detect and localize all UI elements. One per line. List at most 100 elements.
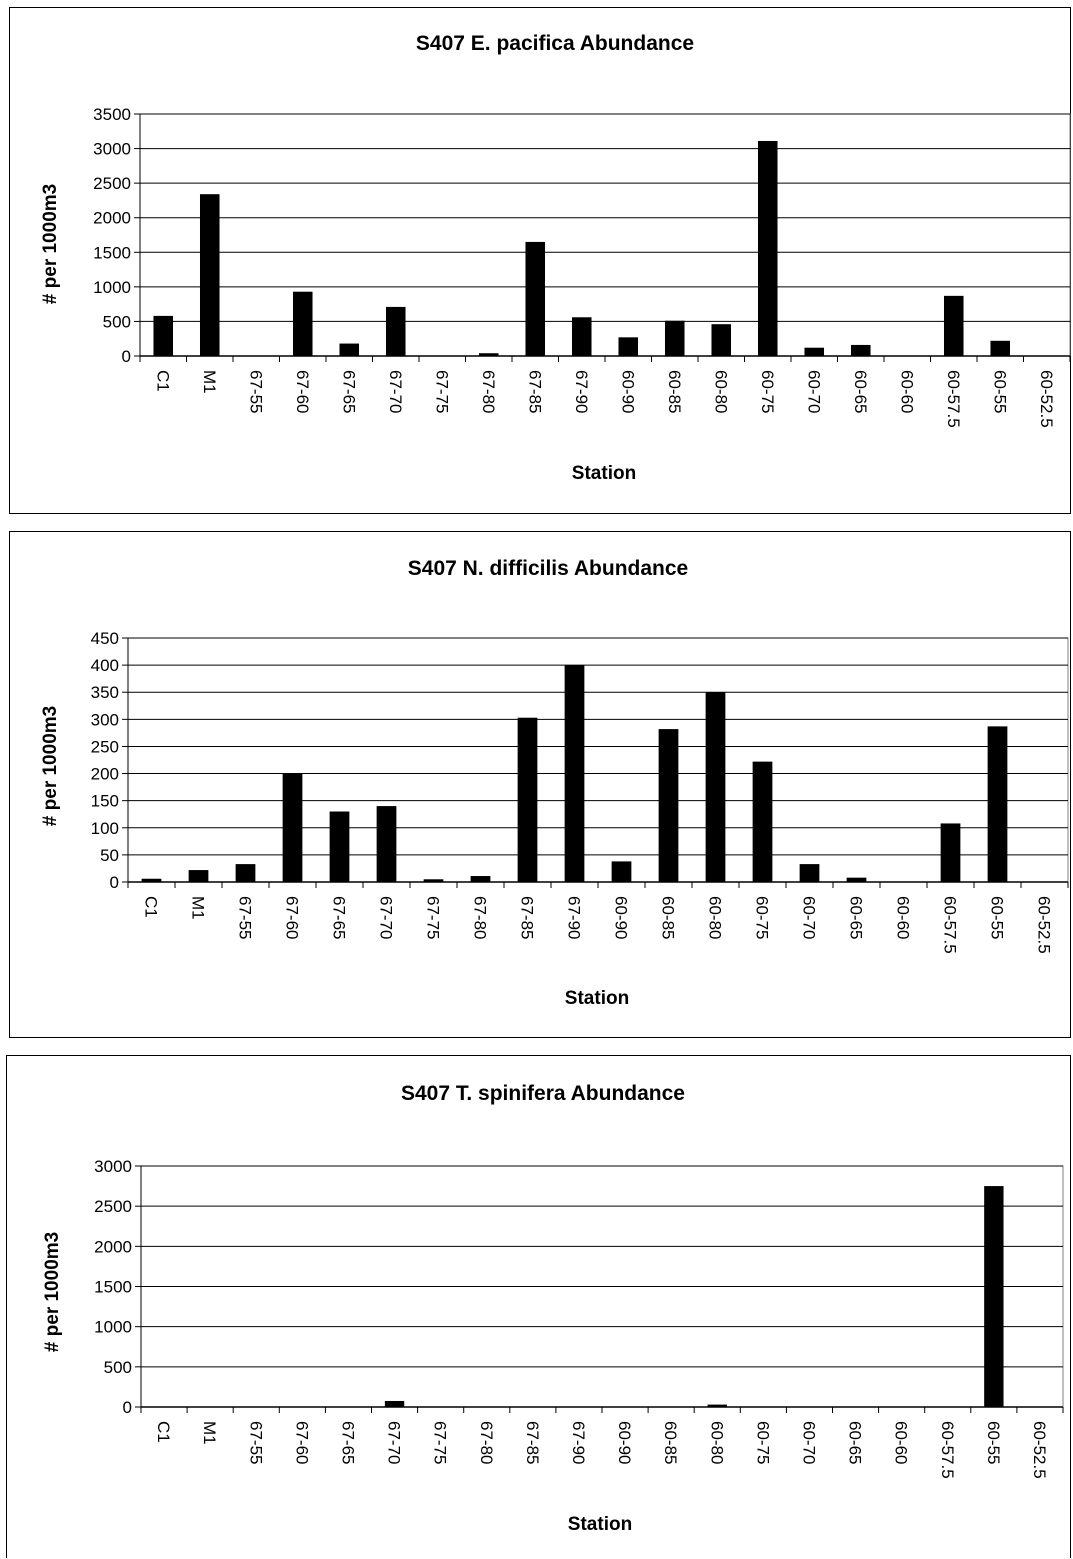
bar-60-57.5 <box>940 823 961 882</box>
y-tick-label: 350 <box>91 683 119 702</box>
x-tick-label: 67-60 <box>283 896 302 939</box>
bar-60-75 <box>752 761 773 882</box>
y-tick-label: 2000 <box>93 209 131 228</box>
y-tick-label: 400 <box>91 656 119 675</box>
chart-panel-n-difficilis: S407 N. difficilis Abundance Station # p… <box>9 531 1071 1038</box>
bar-67-75 <box>423 879 444 882</box>
x-tick-label: 60-85 <box>659 896 678 939</box>
x-tick-label: 60-65 <box>846 1421 865 1464</box>
bar-60-75 <box>757 140 778 356</box>
x-axis-title: Station <box>568 1514 632 1535</box>
y-tick-label: 150 <box>91 792 119 811</box>
bar-67-80 <box>470 876 491 882</box>
x-tick-label: 67-60 <box>293 370 312 413</box>
bar-67-90 <box>571 317 592 356</box>
bar-60-90 <box>611 861 632 882</box>
bar-67-70 <box>384 1400 405 1407</box>
x-tick-label: 60-55 <box>990 370 1009 413</box>
x-tick-label: 60-57.5 <box>941 896 960 954</box>
bar-60-55 <box>987 726 1008 882</box>
y-tick-label: 0 <box>122 347 131 366</box>
y-axis-title: # per 1000m3 <box>40 184 61 304</box>
x-tick-label: 67-70 <box>386 370 405 413</box>
bar-60-80 <box>711 324 732 356</box>
y-tick-label: 500 <box>104 1358 132 1377</box>
x-tick-label: 67-65 <box>330 896 349 939</box>
x-tick-label: 60-80 <box>706 896 725 939</box>
y-axis-title: # per 1000m3 <box>42 1232 63 1352</box>
x-tick-label: 60-65 <box>847 896 866 939</box>
y-tick-label: 300 <box>91 710 119 729</box>
x-tick-label: 67-75 <box>431 1421 450 1464</box>
x-tick-label: M1 <box>200 1421 219 1445</box>
x-tick-label: 60-57.5 <box>938 1421 957 1479</box>
bar-chart-e-pacifica: S407 E. pacifica Abundance Station # per… <box>40 32 1071 484</box>
x-tick-label: 67-75 <box>424 896 443 939</box>
y-tick-label: 500 <box>103 312 131 331</box>
x-tick-label: 60-52.5 <box>1030 1421 1049 1479</box>
x-tick-label: 60-57.5 <box>944 370 963 428</box>
chart-title: S407 E. pacifica Abundance <box>416 32 694 55</box>
y-tick-label: 2500 <box>94 1197 132 1216</box>
bar-chart-n-difficilis: S407 N. difficilis Abundance Station # p… <box>40 557 1069 1009</box>
x-tick-label: 67-55 <box>236 896 255 939</box>
bar-60-55 <box>990 340 1011 356</box>
x-tick-label: C1 <box>153 370 172 392</box>
y-tick-label: 1000 <box>93 278 131 297</box>
x-tick-label: 67-70 <box>385 1421 404 1464</box>
x-tick-label: 60-52.5 <box>1035 896 1054 954</box>
x-tick-label: C1 <box>154 1421 173 1443</box>
bar-67-55 <box>235 864 256 882</box>
x-tick-label: 67-55 <box>246 370 265 413</box>
bar-60-85 <box>658 729 679 882</box>
x-tick-label: 60-60 <box>892 1421 911 1464</box>
x-tick-label: 60-85 <box>661 1421 680 1464</box>
bar-60-65 <box>850 344 871 356</box>
x-tick-label: 60-75 <box>753 896 772 939</box>
bar-67-70 <box>385 306 406 356</box>
bar-60-85 <box>664 320 685 356</box>
x-tick-label: 67-60 <box>292 1421 311 1464</box>
x-tick-label: M1 <box>189 896 208 920</box>
x-tick-label: 60-60 <box>897 370 916 413</box>
x-tick-label: 60-55 <box>988 896 1007 939</box>
y-tick-label: 250 <box>91 737 119 756</box>
x-tick-label: 67-90 <box>569 1421 588 1464</box>
x-tick-label: 67-90 <box>565 896 584 939</box>
x-tick-label: 60-75 <box>758 370 777 413</box>
x-tick-label: 67-85 <box>518 896 537 939</box>
y-tick-label: 200 <box>91 765 119 784</box>
x-tick-label: 67-85 <box>525 370 544 413</box>
bar-C1 <box>141 878 162 882</box>
y-tick-label: 1500 <box>94 1278 132 1297</box>
y-tick-label: 450 <box>91 629 119 648</box>
x-tick-label: 67-80 <box>479 370 498 413</box>
x-tick-label: 60-60 <box>894 896 913 939</box>
bar-67-85 <box>525 241 546 356</box>
y-tick-label: 2000 <box>94 1237 132 1256</box>
bar-67-90 <box>564 665 585 882</box>
x-tick-label: 60-90 <box>618 370 637 413</box>
y-tick-label: 0 <box>110 873 119 892</box>
x-tick-label: 60-80 <box>707 1421 726 1464</box>
x-tick-label: 67-80 <box>471 896 490 939</box>
chart-panel-e-pacifica: S407 E. pacifica Abundance Station # per… <box>9 7 1071 514</box>
bar-60-90 <box>618 337 639 356</box>
x-tick-label: C1 <box>142 896 161 918</box>
x-axis-title: Station <box>565 988 629 1009</box>
bar-60-55 <box>984 1186 1004 1407</box>
y-tick-label: 0 <box>123 1398 132 1417</box>
x-tick-label: 67-80 <box>477 1421 496 1464</box>
bar-67-65 <box>329 811 350 882</box>
x-tick-label: 67-55 <box>246 1421 265 1464</box>
x-tick-label: 60-65 <box>851 370 870 413</box>
x-tick-label: 60-80 <box>711 370 730 413</box>
bar-60-70 <box>804 347 825 356</box>
bar-chart-t-spinifera: S407 T. spinifera Abundance Station # pe… <box>42 1082 1064 1535</box>
x-tick-label: 67-65 <box>338 1421 357 1464</box>
y-tick-label: 1000 <box>94 1318 132 1337</box>
y-tick-label: 2500 <box>93 174 131 193</box>
bar-60-80 <box>707 1404 727 1407</box>
y-axis-title: # per 1000m3 <box>40 706 61 826</box>
x-tick-label: 60-70 <box>799 1421 818 1464</box>
